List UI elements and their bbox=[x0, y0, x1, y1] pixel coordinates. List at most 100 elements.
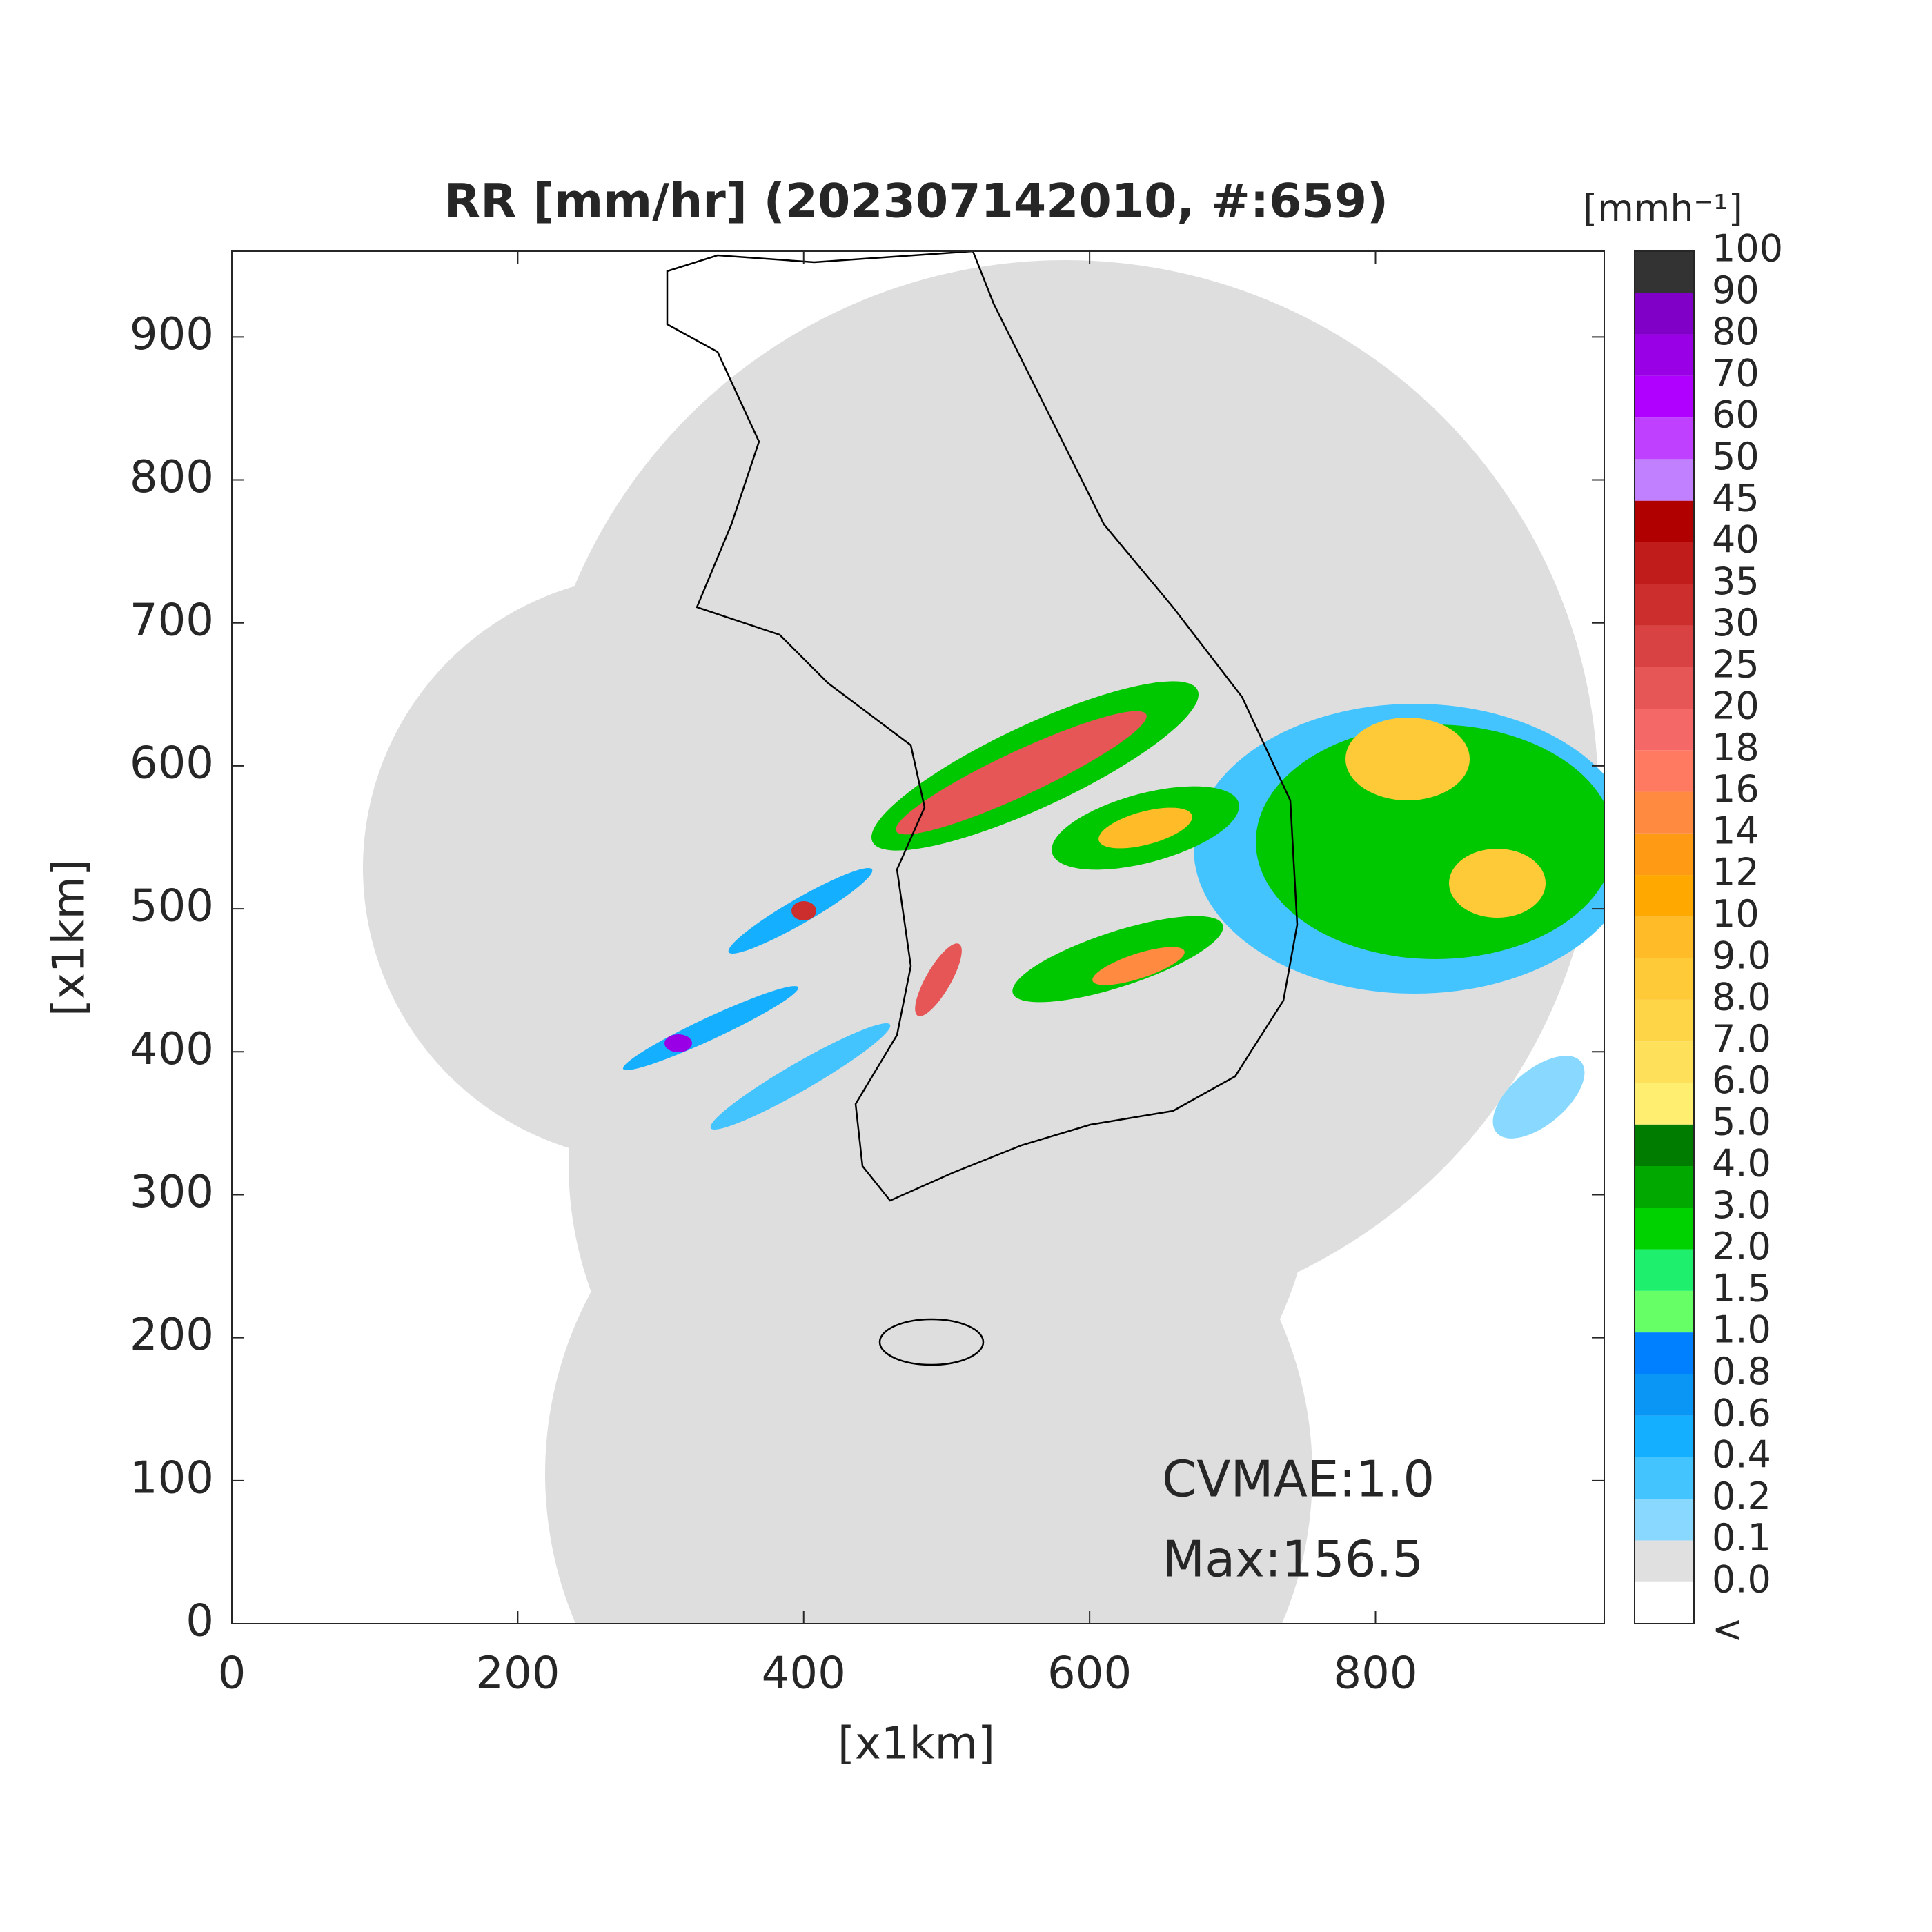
chart-title: RR [mm/hr] (202307142010, #:659) bbox=[444, 175, 1388, 229]
y-tick-label: 900 bbox=[130, 309, 214, 360]
colorbar-segment bbox=[1635, 251, 1694, 293]
y-tick-label: 300 bbox=[130, 1167, 214, 1218]
colorbar-label: 16 bbox=[1712, 767, 1759, 811]
colorbar-segment bbox=[1635, 1540, 1694, 1582]
y-tick-label: 0 bbox=[186, 1596, 214, 1647]
rain-band bbox=[1098, 807, 1192, 849]
colorbar-segment bbox=[1635, 1415, 1694, 1457]
colorbar-segment bbox=[1635, 1166, 1694, 1208]
rain-area bbox=[1346, 718, 1470, 800]
colorbar-label: 80 bbox=[1712, 310, 1759, 353]
x-tick-label: 400 bbox=[762, 1648, 846, 1699]
colorbar-segment bbox=[1635, 375, 1694, 418]
colorbar-segment bbox=[1635, 1290, 1694, 1333]
y-tick-label: 800 bbox=[130, 452, 214, 503]
colorbar-label: 12 bbox=[1712, 851, 1759, 894]
colorbar-segment bbox=[1635, 833, 1694, 876]
y-tick-label: 100 bbox=[130, 1452, 214, 1504]
colorbar-label: 0.2 bbox=[1712, 1475, 1771, 1518]
colorbar-label: 90 bbox=[1712, 268, 1759, 312]
colorbar-segment bbox=[1635, 1374, 1694, 1416]
colorbar-segment bbox=[1635, 1208, 1694, 1250]
colorbar-label: 20 bbox=[1712, 684, 1759, 728]
colorbar-label: 70 bbox=[1712, 351, 1759, 395]
colorbar-label: 9.0 bbox=[1712, 934, 1771, 977]
colorbar-label: 8.0 bbox=[1712, 976, 1771, 1019]
colorbar-segment bbox=[1635, 750, 1694, 792]
colorbar-label: 50 bbox=[1712, 435, 1759, 478]
colorbar-label: 35 bbox=[1712, 560, 1759, 603]
y-tick-label: 500 bbox=[130, 881, 214, 932]
rain-cell bbox=[791, 901, 816, 920]
colorbar-segment bbox=[1635, 875, 1694, 917]
coverage-circle bbox=[545, 1090, 1312, 1624]
colorbar-segment bbox=[1635, 584, 1694, 626]
colorbar-segment bbox=[1635, 1041, 1694, 1083]
colorbar-label: 0.1 bbox=[1712, 1516, 1771, 1559]
colorbar-label: < bbox=[1712, 1608, 1743, 1651]
coastline bbox=[666, 251, 1299, 1202]
colorbar-label: 0.4 bbox=[1712, 1433, 1771, 1477]
colorbar-segment bbox=[1635, 667, 1694, 709]
annotation: Max:156.5 bbox=[1162, 1530, 1423, 1588]
rain-band bbox=[1092, 947, 1185, 985]
y-tick-label: 600 bbox=[130, 738, 214, 789]
colorbar-segment bbox=[1635, 459, 1694, 501]
colorbar-label: 1.0 bbox=[1712, 1308, 1771, 1352]
colorbar-segment bbox=[1635, 958, 1694, 1000]
colorbar-label: 6.0 bbox=[1712, 1058, 1771, 1102]
colorbar-label: 60 bbox=[1712, 393, 1759, 437]
colorbar-segment bbox=[1635, 1581, 1694, 1624]
colorbar-segment bbox=[1635, 791, 1694, 834]
colorbar-segment bbox=[1635, 709, 1694, 751]
y-tick-label: 200 bbox=[130, 1310, 214, 1361]
y-tick-label: 400 bbox=[130, 1024, 214, 1075]
colorbar-segment bbox=[1635, 1332, 1694, 1374]
plot-frame bbox=[231, 250, 1605, 1624]
rain-field bbox=[622, 681, 1604, 1138]
colorbar-segment bbox=[1635, 417, 1694, 460]
colorbar-segment bbox=[1635, 1083, 1694, 1125]
rain-band bbox=[710, 1023, 891, 1130]
jeju-coastline bbox=[878, 1318, 985, 1366]
y-axis-label: [x1km] bbox=[44, 859, 95, 1016]
colorbar-segment bbox=[1635, 1457, 1694, 1499]
colorbar-label: 40 bbox=[1712, 518, 1759, 562]
colorbar-segment bbox=[1635, 1249, 1694, 1291]
colorbar-label: 4.0 bbox=[1712, 1142, 1771, 1185]
colorbar-label: 5.0 bbox=[1712, 1100, 1771, 1143]
colorbar-label: 1.5 bbox=[1712, 1266, 1771, 1310]
colorbar-label: 7.0 bbox=[1712, 1017, 1771, 1061]
colorbar-label: 100 bbox=[1712, 227, 1783, 270]
x-tick-label: 600 bbox=[1047, 1648, 1132, 1699]
colorbar-segment bbox=[1635, 999, 1694, 1042]
x-tick-label: 200 bbox=[475, 1648, 560, 1699]
x-axis-label: [x1km] bbox=[838, 1719, 995, 1770]
colorbar-segment bbox=[1635, 293, 1694, 335]
colorbar-label: 10 bbox=[1712, 892, 1759, 936]
colorbar-segment bbox=[1635, 1499, 1694, 1541]
colorbar-segment bbox=[1635, 625, 1694, 667]
colorbar-label: 0.0 bbox=[1712, 1557, 1771, 1601]
colorbar-label: 25 bbox=[1712, 642, 1759, 686]
colorbar-segment bbox=[1635, 500, 1694, 542]
colorbar-label: 2.0 bbox=[1712, 1225, 1771, 1268]
rain-area bbox=[1492, 1056, 1585, 1138]
radar-map bbox=[363, 251, 1604, 1624]
colorbar-label: 0.8 bbox=[1712, 1350, 1771, 1393]
colorbar-label: 3.0 bbox=[1712, 1183, 1771, 1227]
rain-area bbox=[1449, 849, 1546, 918]
colorbar-label: 18 bbox=[1712, 726, 1759, 769]
annotation: CVMAE:1.0 bbox=[1162, 1450, 1435, 1508]
radar-coverage bbox=[363, 260, 1598, 1624]
colorbar-segment bbox=[1635, 334, 1694, 376]
colorbar-segment bbox=[1635, 916, 1694, 958]
colorbar-segment bbox=[1635, 542, 1694, 584]
colorbar-label: 30 bbox=[1712, 601, 1759, 644]
rain-band bbox=[896, 711, 1147, 835]
colorbar-label: 0.6 bbox=[1712, 1391, 1771, 1435]
colorbar-title: [mmh⁻¹] bbox=[1583, 187, 1743, 230]
y-tick-label: 700 bbox=[130, 595, 214, 646]
